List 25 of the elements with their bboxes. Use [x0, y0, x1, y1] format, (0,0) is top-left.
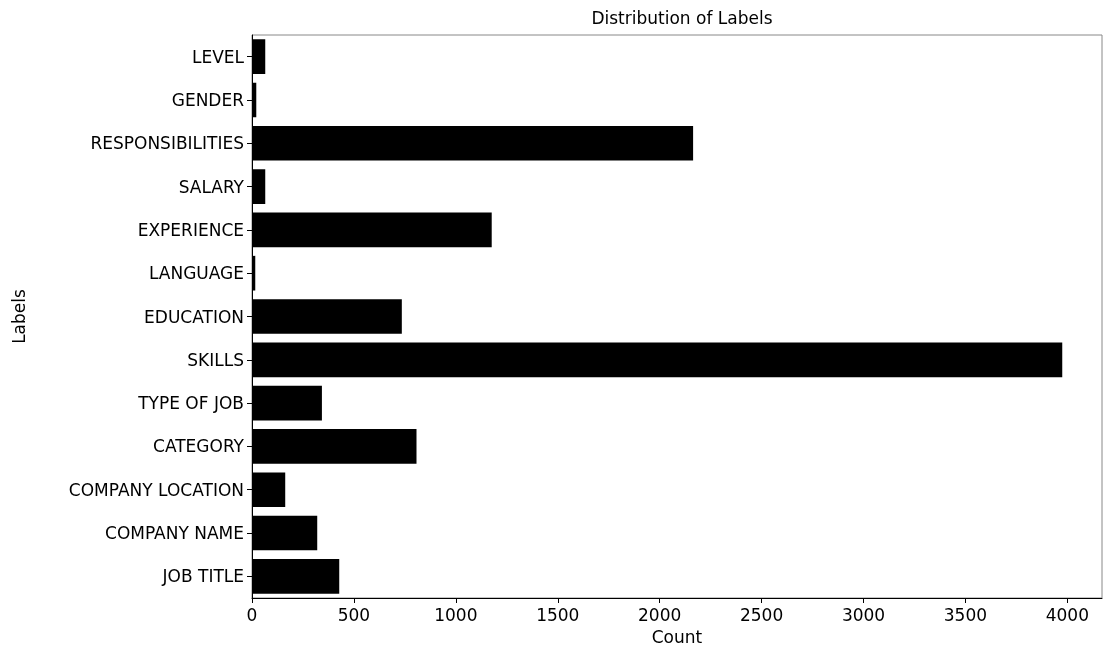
y-tick-label: GENDER: [171, 89, 245, 110]
y-tick-label: LEVEL: [191, 46, 245, 67]
y-tick-label: SALARY: [178, 176, 245, 197]
y-axis-title: Labels: [8, 289, 29, 344]
x-tick-label: 500: [337, 604, 371, 625]
x-tick-label: 3000: [841, 604, 886, 625]
y-tick-label: JOB TITLE: [161, 566, 244, 587]
x-tick-label: 0: [246, 604, 258, 625]
x-tick-label: 2000: [638, 604, 682, 625]
y-tick-label: EDUCATION: [144, 306, 244, 327]
y-tick-label: SKILLS: [187, 349, 244, 370]
x-tick-label: 3500: [943, 604, 988, 625]
y-tick-label: TYPE OF JOB: [137, 393, 244, 414]
y-tick-label: COMPANY LOCATION: [68, 479, 244, 500]
x-tick-label: 1000: [434, 604, 478, 625]
y-tick-label: CATEGORY: [153, 436, 245, 457]
x-tick-label: 1500: [536, 604, 580, 625]
x-tick-label: 2500: [739, 604, 784, 625]
y-tick-label: COMPANY NAME: [105, 523, 244, 544]
chart-title: Distribution of Labels: [591, 7, 773, 28]
y-tick-label: EXPERIENCE: [137, 219, 244, 240]
y-tick-label: LANGUAGE: [148, 263, 244, 284]
y-tick-label: RESPONSIBILITIES: [90, 133, 244, 154]
x-tick-label: 4000: [1045, 604, 1089, 625]
x-axis-title: Count: [651, 626, 703, 647]
